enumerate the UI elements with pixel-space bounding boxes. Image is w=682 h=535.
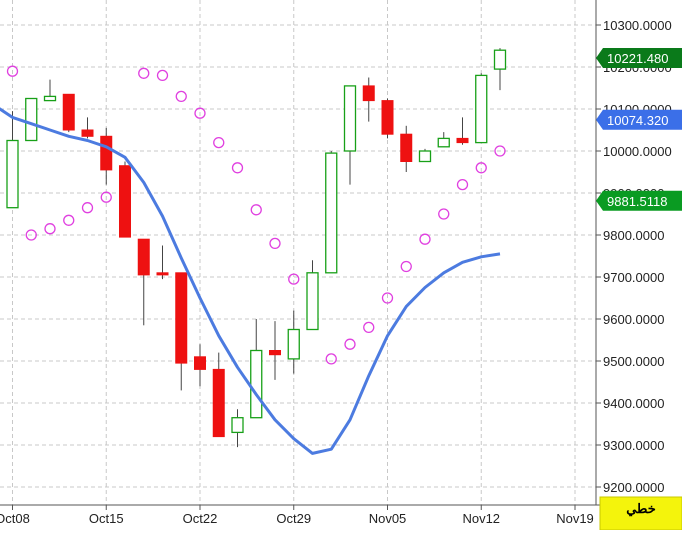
sar-point xyxy=(25,229,37,241)
y-tick-label: 10000.0000 xyxy=(603,144,672,159)
sar-point xyxy=(44,223,56,235)
y-tick-label: 9200.0000 xyxy=(603,480,664,495)
candle-body-down xyxy=(119,165,131,238)
price-label-text: 10074.320 xyxy=(607,113,668,128)
sar-point xyxy=(475,162,487,174)
candle-body-down xyxy=(212,368,225,438)
x-tick-label: Oct08 xyxy=(0,511,30,526)
sar-point xyxy=(138,67,150,79)
sar-point xyxy=(400,260,412,273)
label-layer: 10221.480 10074.320 9881.5118 خطي xyxy=(596,47,682,531)
candle-body-up xyxy=(250,349,263,419)
y-tick-label: 9600.0000 xyxy=(603,312,664,327)
y-tick-label: 9400.0000 xyxy=(603,396,664,411)
candle-body-up xyxy=(493,49,507,70)
sar-point xyxy=(63,214,75,226)
corner-badge-label: خطي xyxy=(626,501,656,517)
x-tick-label: Oct29 xyxy=(276,511,311,526)
candle-body-down xyxy=(175,272,188,364)
x-tick-label: Oct22 xyxy=(183,511,218,526)
x-tick-label: Nov05 xyxy=(369,511,407,526)
sar-layer xyxy=(6,65,506,365)
moving-average-line xyxy=(0,107,501,455)
candle-body-up xyxy=(418,150,432,163)
sar-point xyxy=(344,338,356,350)
price-label-text: 10221.480 xyxy=(607,51,668,66)
candle-body-down xyxy=(456,137,469,144)
sar-point xyxy=(6,65,19,77)
candle-body-down xyxy=(194,356,206,370)
corner-badge xyxy=(599,496,682,531)
candle-body-up xyxy=(6,139,19,209)
candle-body-up xyxy=(325,152,338,274)
sar-point xyxy=(438,208,450,220)
sar-point xyxy=(250,204,262,216)
price-label-badge xyxy=(596,190,682,211)
price-label-badge xyxy=(596,109,682,130)
candle-body-up xyxy=(437,137,450,148)
sar-point xyxy=(81,202,94,214)
grid-layer xyxy=(0,0,596,505)
sar-point xyxy=(175,90,187,103)
y-tick-label: 9500.0000 xyxy=(603,354,664,369)
candle-body-up xyxy=(43,95,57,102)
y-tick-label: 9700.0000 xyxy=(603,270,664,285)
candle-body-up xyxy=(287,328,300,360)
x-tick-label: Nov12 xyxy=(462,511,500,526)
candle-body-down xyxy=(156,272,169,276)
ma-layer xyxy=(0,107,501,455)
candle-body-down xyxy=(362,85,375,102)
sar-point xyxy=(100,191,112,203)
candle-layer xyxy=(6,48,507,448)
sar-point xyxy=(231,162,244,174)
candle-body-up xyxy=(475,74,488,144)
y-tick-label: 9300.0000 xyxy=(603,438,664,453)
price-label-text: 9881.5118 xyxy=(607,194,668,209)
x-tick-label: Oct15 xyxy=(89,511,124,526)
x-tick-label: Nov19 xyxy=(556,511,594,526)
candle-body-down xyxy=(81,129,94,137)
sar-point xyxy=(156,69,169,82)
sar-point xyxy=(419,233,431,245)
candle-body-down xyxy=(62,93,75,131)
sar-point xyxy=(269,237,281,250)
sar-point xyxy=(494,145,506,157)
price-label-badge xyxy=(596,47,682,68)
sar-point xyxy=(363,321,375,334)
sar-point xyxy=(381,292,394,304)
sar-point xyxy=(194,107,206,119)
candle-body-up xyxy=(306,272,319,331)
sar-point xyxy=(213,136,225,149)
y-tick-label: 10300.0000 xyxy=(603,18,672,33)
sar-point xyxy=(456,178,469,191)
candle-body-up xyxy=(343,85,357,152)
candle-body-down xyxy=(381,100,394,135)
sar-point xyxy=(288,273,300,285)
candle-body-down xyxy=(269,350,281,356)
sar-point xyxy=(325,353,337,365)
candle-body-down xyxy=(400,133,413,162)
candle-body-up xyxy=(25,97,38,142)
candle-body-down xyxy=(137,238,150,276)
candle-body-up xyxy=(231,417,244,434)
candle-body-down xyxy=(100,135,113,171)
y-tick-label: 9800.0000 xyxy=(603,228,664,243)
